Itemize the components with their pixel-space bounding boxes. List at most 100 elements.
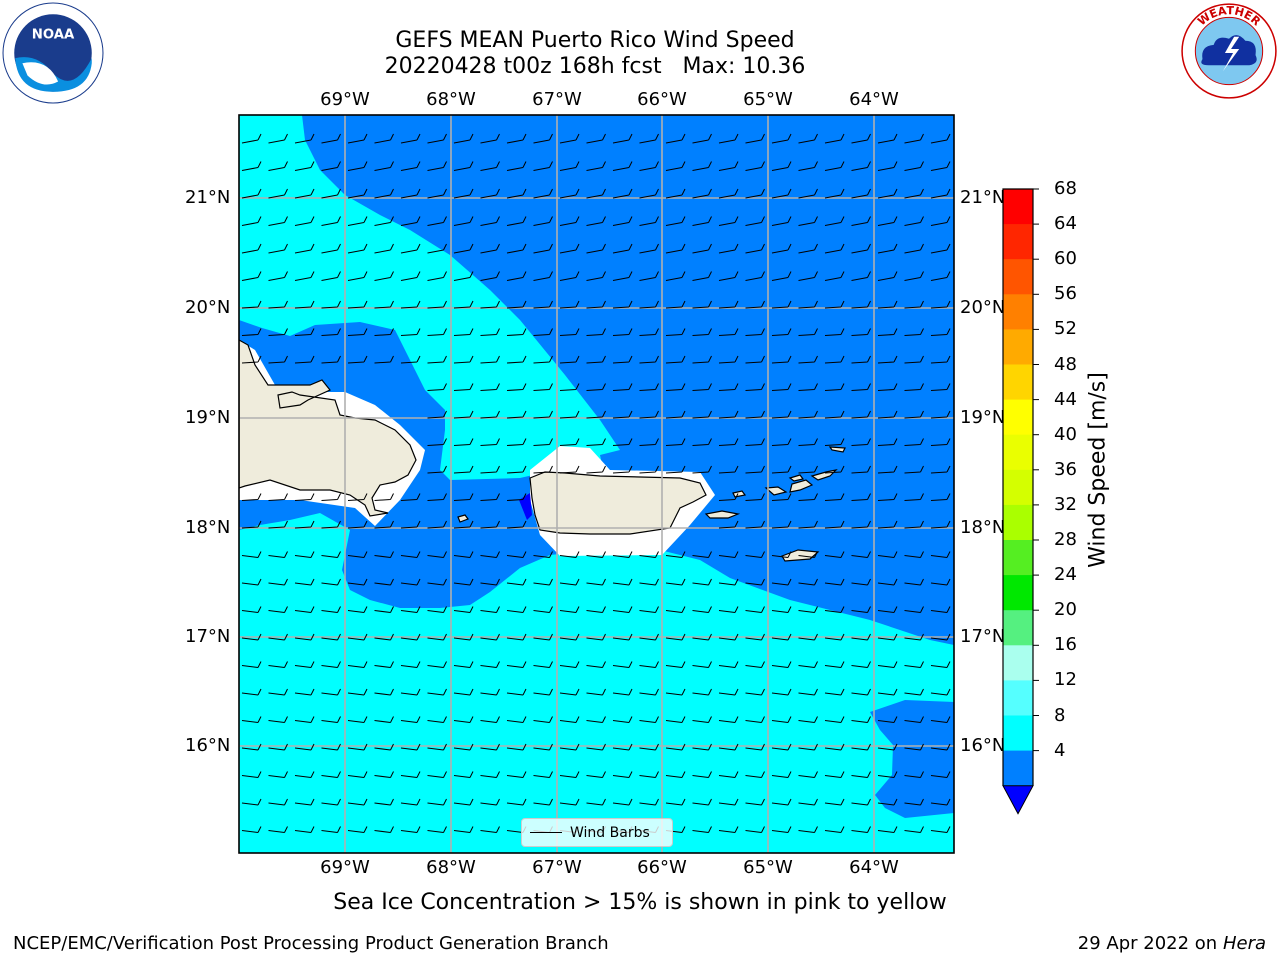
wind-barb [480,633,500,641]
wind-barb [877,661,898,668]
wind-barb [559,383,580,391]
wind-barb [321,661,341,668]
wind-barb [692,438,712,446]
wind-barb [904,328,924,336]
wind-barb [321,243,341,254]
wind-barb [480,520,500,529]
wind-barb [321,606,341,613]
wind-barb [824,551,845,558]
wind-barb [453,328,474,336]
wind-barb [506,355,527,364]
wind-barb [559,578,580,586]
wind-barb [718,606,739,613]
wind-barb [692,578,712,586]
wind-barb [347,798,368,806]
wind-barb [930,410,951,419]
wind-barb [480,216,500,226]
wind-barb [851,328,871,336]
wind-barb [930,551,951,558]
wind-barb [294,826,315,833]
wind-barb [400,133,421,144]
wind-barb [639,188,659,199]
wind-barb [824,520,845,529]
wind-barb [400,826,421,833]
wind-barb [401,854,420,860]
wind-barb [745,743,765,751]
wind-barb [639,716,659,723]
wind-barb [533,465,553,474]
wind-barb [586,688,606,696]
lat-label-left: 17°N [185,626,231,647]
wind-barb [533,716,553,723]
wind-barb [506,161,527,171]
wind-barb [453,133,474,144]
wind-barb [268,826,288,833]
wind-barb [612,300,633,309]
wind-barb [294,216,315,226]
wind-barb [427,633,447,641]
wind-barb [427,743,447,751]
wind-barb [745,633,765,641]
wind-barb [665,355,686,364]
wind-barb [612,355,633,364]
wind-barb [745,551,765,558]
lon-label-top: 67°W [532,89,582,110]
wind-barb [427,133,447,144]
wind-barb [294,520,315,529]
wind-barb [321,771,341,778]
wind-barb [639,551,659,558]
wind-barb [559,606,580,613]
wind-barb [771,300,792,309]
wind-barbs-legend: Wind Barbs [521,818,673,847]
wind-barb [904,271,924,281]
colorbar-tick-label: 64 [1054,213,1077,235]
wind-barb [559,438,580,446]
wind-barb [930,606,951,613]
wind-barb [427,188,447,199]
wind-barb [905,854,924,860]
wind-barb [824,493,845,501]
wind-barb [665,688,686,696]
wind-barb [904,243,924,254]
wind-barb [321,133,341,144]
wind-barb [930,271,951,281]
wind-barb [559,551,580,558]
wind-barbs [241,133,951,860]
wind-barb [930,493,951,501]
wind-barb [613,854,632,860]
wind-barb [771,520,792,529]
wind-barb [586,716,606,723]
wind-barb [586,465,606,474]
wind-barb [930,661,951,668]
wind-barb [798,383,818,391]
wind-barb [427,688,447,696]
wind-barb [241,133,262,144]
graticule [239,115,954,853]
wind-barb [559,410,580,419]
wind-barb [771,716,792,723]
wind-barb [374,688,394,696]
wind-barb [480,465,500,474]
wind-barb [533,355,553,364]
wind-barb [533,578,553,586]
wind-barb [930,633,951,641]
legend-label: Wind Barbs [570,824,650,841]
wind-barb [586,410,606,419]
wind-barb [771,578,792,586]
wind-barb [798,328,818,336]
wind-barb [347,633,368,641]
wind-barb [268,661,288,668]
wind-barb [771,688,792,696]
wind-barb [904,438,924,446]
wind-barb [718,826,739,833]
wind-barb [453,243,474,254]
wind-barb [374,551,394,558]
wind-barb [639,383,659,391]
wind-barb [930,716,951,723]
wind-barb [745,578,765,586]
wind-barb [665,328,686,336]
wind-barb [294,661,315,668]
wind-barb [268,551,288,558]
wind-barb [268,633,288,641]
wind-barb [347,520,368,529]
